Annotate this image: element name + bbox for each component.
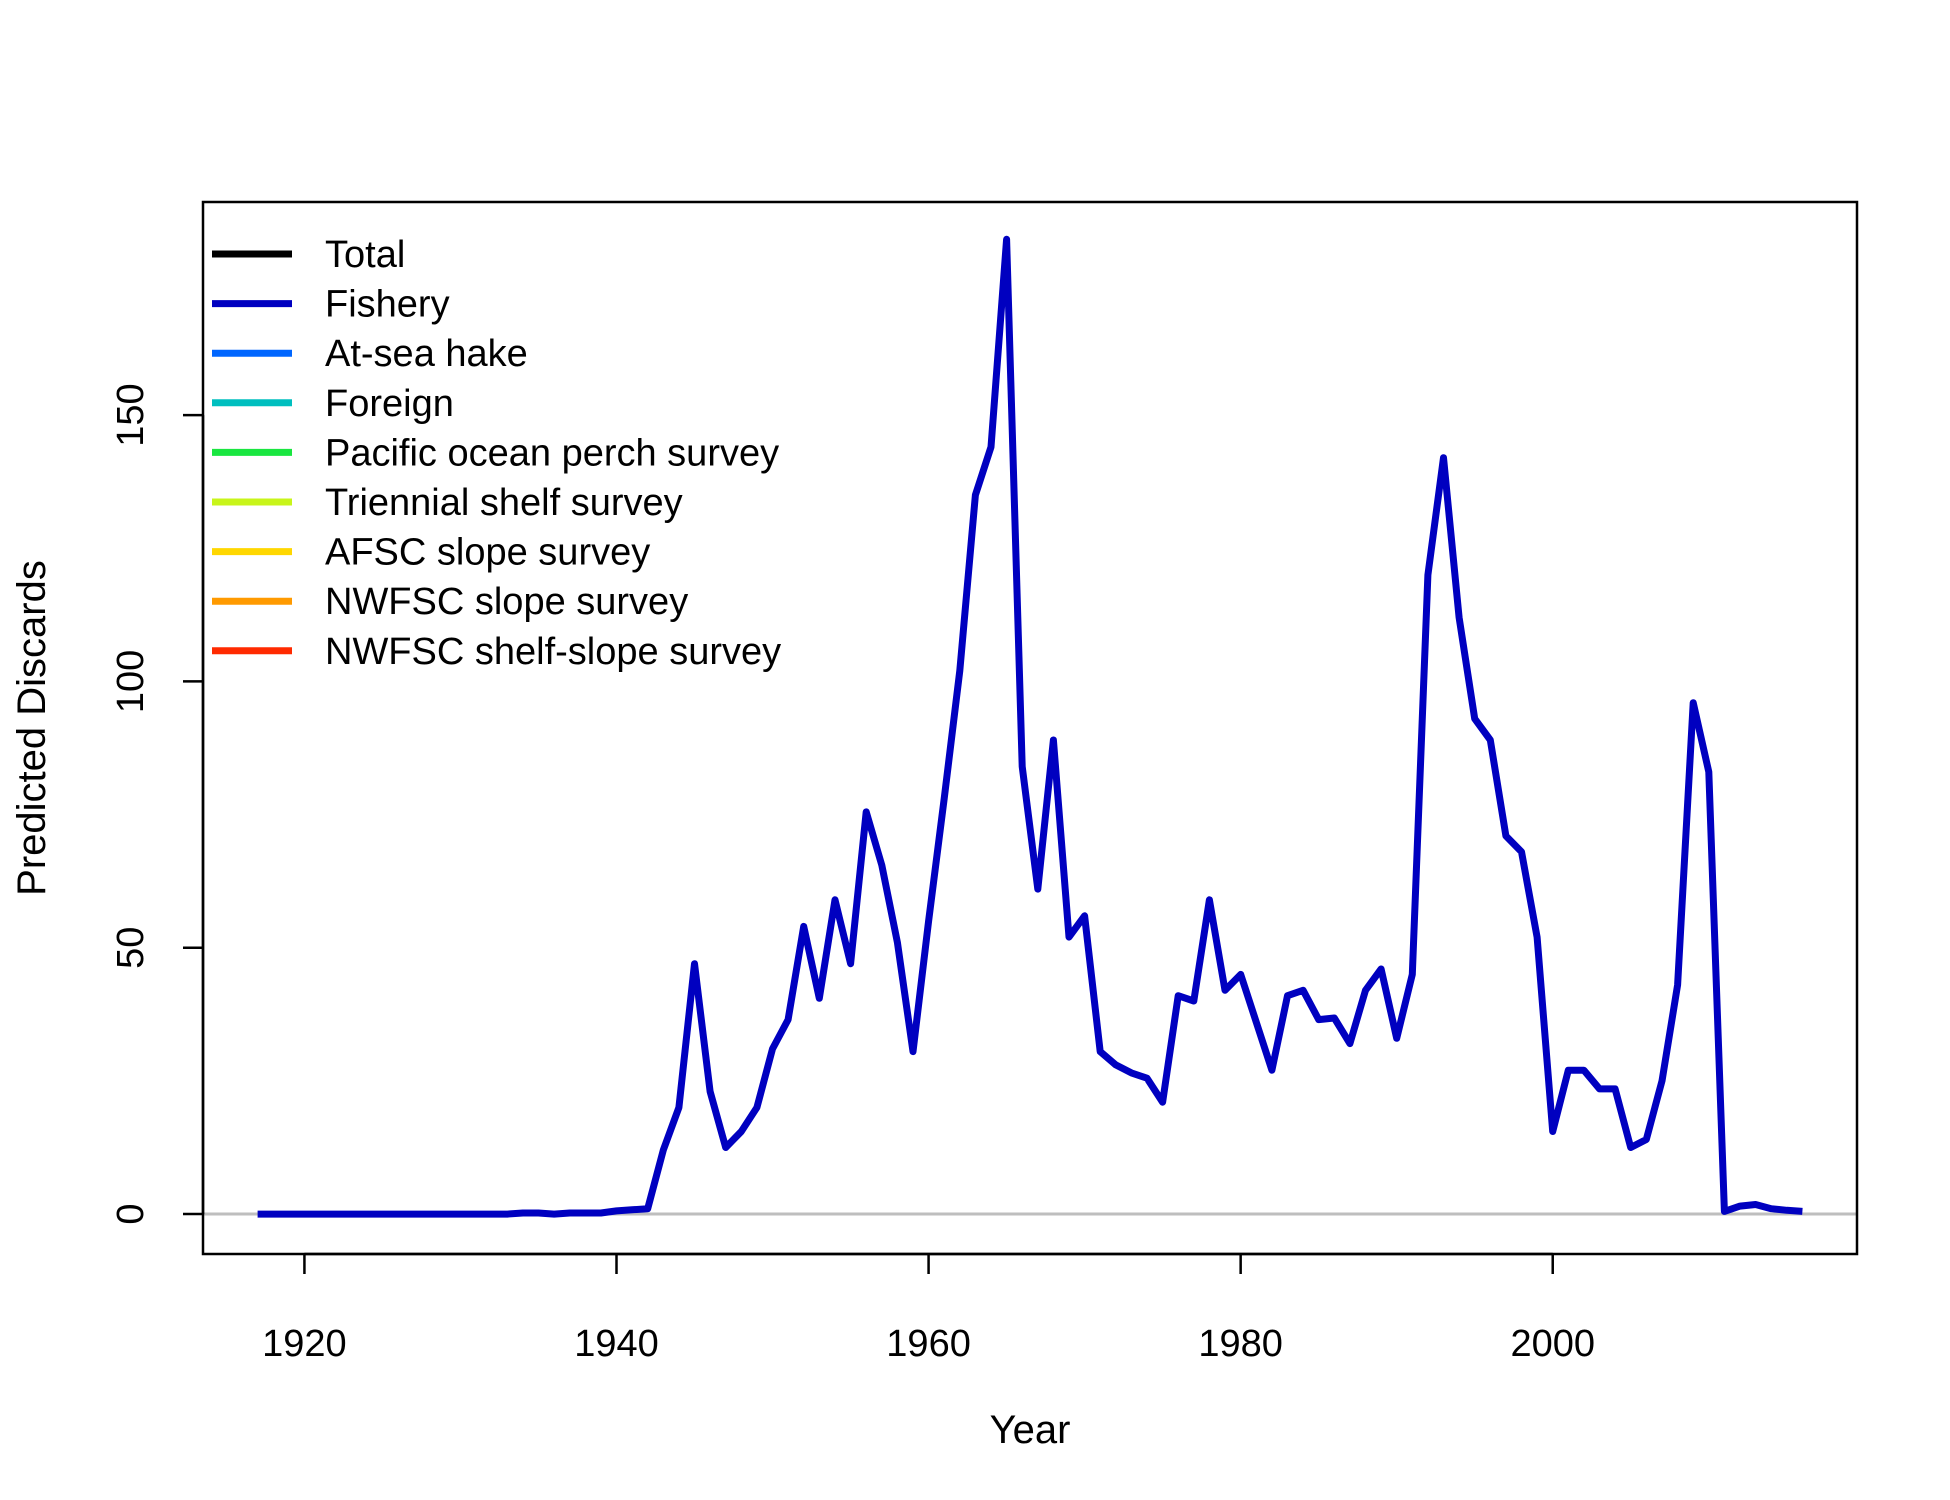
legend-label: Fishery xyxy=(325,284,450,326)
legend-label: NWFSC shelf-slope survey xyxy=(325,631,781,673)
y-tick-label: 0 xyxy=(110,1203,152,1224)
series-line-0 xyxy=(257,235,1803,1218)
y-tick-label: 100 xyxy=(110,650,152,713)
legend-label: Triennial shelf survey xyxy=(325,482,683,524)
x-tick-label: 1940 xyxy=(574,1323,659,1365)
x-axis-title: Year xyxy=(990,1408,1071,1452)
y-axis-title: Predicted Discards xyxy=(10,560,54,896)
legend-label: NWFSC slope survey xyxy=(325,581,688,623)
legend-label: Total xyxy=(325,234,405,276)
x-tick-label: 1980 xyxy=(1198,1323,1283,1365)
y-tick-label: 150 xyxy=(110,383,152,446)
series-layer xyxy=(257,235,1803,1218)
legend-label: Foreign xyxy=(325,383,454,425)
legend-label: At-sea hake xyxy=(325,333,528,375)
x-tick-label: 2000 xyxy=(1510,1323,1595,1365)
legend: Total Fishery At-sea hake Foreign Pacific oc… xyxy=(212,234,781,673)
x-tick-label: 1920 xyxy=(262,1323,347,1365)
y-axis: 0 50 100 150 xyxy=(110,383,205,1225)
legend-label: AFSC slope survey xyxy=(325,532,650,574)
x-axis: 1920 1940 1960 1980 2000 xyxy=(262,1252,1595,1365)
x-tick-label: 1960 xyxy=(886,1323,971,1365)
legend-label: Pacific ocean perch survey xyxy=(325,432,779,474)
y-tick-label: 50 xyxy=(110,927,152,969)
